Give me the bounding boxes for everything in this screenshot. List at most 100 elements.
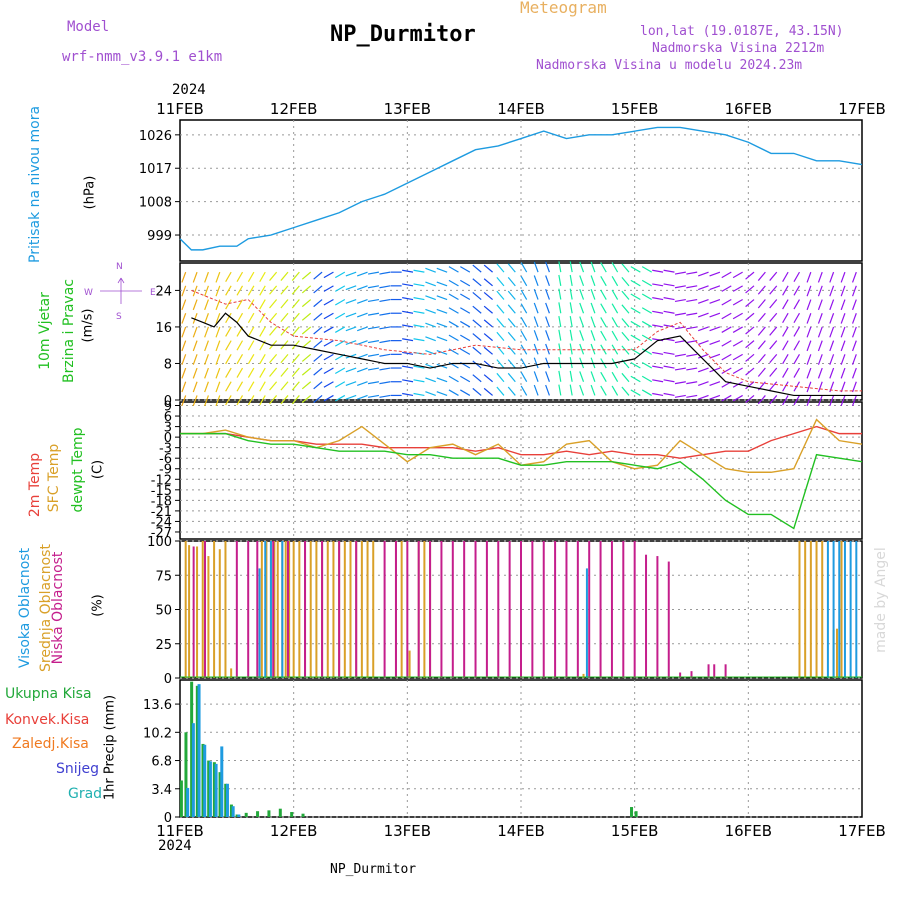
wind-arrow: [600, 262, 607, 273]
wind-arrow: [460, 307, 471, 314]
wind-arrow: [448, 334, 459, 342]
wind-arrow: [436, 350, 448, 355]
wind-arrow: [436, 281, 448, 287]
wind-speed-line: [191, 312, 862, 397]
wind-arrow: [630, 293, 641, 301]
wind-arrow: [192, 367, 198, 379]
low-cloud-bar: [355, 541, 358, 678]
wind-arrow: [507, 386, 516, 396]
xtick-label-bottom: 15FEB: [611, 822, 658, 840]
wind-arrow: [829, 395, 835, 406]
wind-arrow: [674, 298, 686, 303]
wind-arrow: [590, 302, 596, 314]
wind-arrow: [652, 379, 664, 383]
total-precip-bar: [267, 810, 271, 817]
wind-arrow: [236, 367, 244, 378]
mid-cloud-bar: [213, 541, 216, 678]
snow-bar: [197, 684, 201, 817]
wind-arrow: [652, 283, 664, 287]
wind-arrow: [698, 381, 709, 387]
wind-arrow: [663, 379, 675, 383]
wind-arrow: [757, 395, 766, 405]
wind-arrow: [806, 340, 812, 352]
clouds-ytick-label: 50: [155, 604, 172, 619]
wind-arrow: [652, 351, 664, 355]
high-cloud-bar: [269, 541, 272, 678]
wind-arrow: [413, 297, 425, 301]
precipitation-ytick-label: 6.8: [151, 755, 172, 770]
total-precip-bar: [179, 780, 183, 817]
wind-arrow: [181, 271, 187, 283]
wind-arrow: [301, 340, 312, 349]
legend-frozen-precip: Zaledj.Kisa: [12, 736, 89, 752]
wind-arrow: [291, 381, 300, 391]
wind-arrow: [709, 367, 721, 373]
mid-cloud-bar: [840, 541, 843, 678]
total-precip-bar: [224, 783, 228, 817]
wind-arrow: [313, 353, 323, 362]
precip-unit: 1hr Precip (mm): [102, 694, 118, 801]
wind-arrow: [686, 326, 698, 330]
model-label: Model: [67, 19, 110, 35]
wind-arrow: [569, 261, 573, 273]
wind-arrow: [840, 367, 846, 379]
low-cloud-bar: [610, 541, 613, 678]
low-cloud-bar: [286, 541, 289, 678]
wind-arrow: [569, 288, 573, 300]
wind-arrow: [291, 326, 300, 336]
wind-arrow: [520, 330, 528, 341]
wind-arrow: [367, 271, 380, 275]
wind-arrow: [558, 302, 562, 314]
wind-arrow: [448, 389, 459, 396]
mid-cloud-bar: [372, 541, 375, 678]
mid-cloud-bar: [309, 541, 312, 678]
wind-arrow: [301, 353, 312, 362]
wind-arrow: [558, 370, 562, 382]
low-cloud-bar: [565, 541, 568, 678]
total-precip-bar: [190, 681, 194, 817]
wind-arrow: [840, 381, 846, 393]
xtick-label-top: 14FEB: [497, 100, 544, 118]
mid-cloud-bar: [188, 545, 191, 678]
low-cloud-bar: [622, 541, 625, 678]
wind-arrow: [840, 354, 846, 365]
pressure-ytick-label: 1008: [139, 196, 172, 211]
wind-arrow: [745, 340, 755, 349]
wind-arrow: [757, 340, 766, 350]
wind-arrow: [259, 381, 266, 392]
wind-arrow: [507, 359, 516, 369]
wind-arrow: [709, 312, 721, 318]
wind-label-1: 10m Vjetar: [37, 292, 53, 370]
mid-cloud-bar: [809, 541, 812, 678]
wind-arrow: [806, 395, 812, 406]
wind-arrow: [425, 391, 436, 396]
wind-arrow: [621, 277, 630, 287]
high-cloud-bar: [281, 541, 284, 678]
wind-arrow: [448, 266, 459, 273]
wind-arrow: [732, 299, 743, 306]
wind-arrow: [301, 312, 312, 321]
wind-arrow: [721, 367, 732, 375]
wind-arrow: [192, 381, 198, 393]
wind-arrow: [520, 262, 528, 273]
wind-arrow: [323, 381, 334, 388]
wind-arrow: [533, 330, 539, 341]
wind-arrow: [558, 384, 562, 396]
temp-dewpt-line: [180, 432, 863, 530]
wind-arrow: [436, 308, 448, 314]
low-cloud-bar: [497, 541, 500, 678]
wind-arrow: [611, 371, 619, 383]
wind-arrow: [745, 312, 755, 321]
wind-arrow: [757, 271, 766, 281]
wind-arrow: [840, 271, 846, 283]
wind-arrow: [817, 285, 823, 297]
wind-arrow: [621, 263, 630, 273]
mid-cloud-bar: [360, 541, 363, 678]
wind-arrow: [663, 351, 675, 355]
wind-arrow: [590, 288, 596, 300]
wind-arrow: [379, 353, 391, 357]
wind-arrow: [301, 394, 312, 403]
wind-arrow: [698, 394, 709, 400]
wind-arrow: [732, 271, 743, 279]
wind-direction-legend: [96, 276, 146, 306]
